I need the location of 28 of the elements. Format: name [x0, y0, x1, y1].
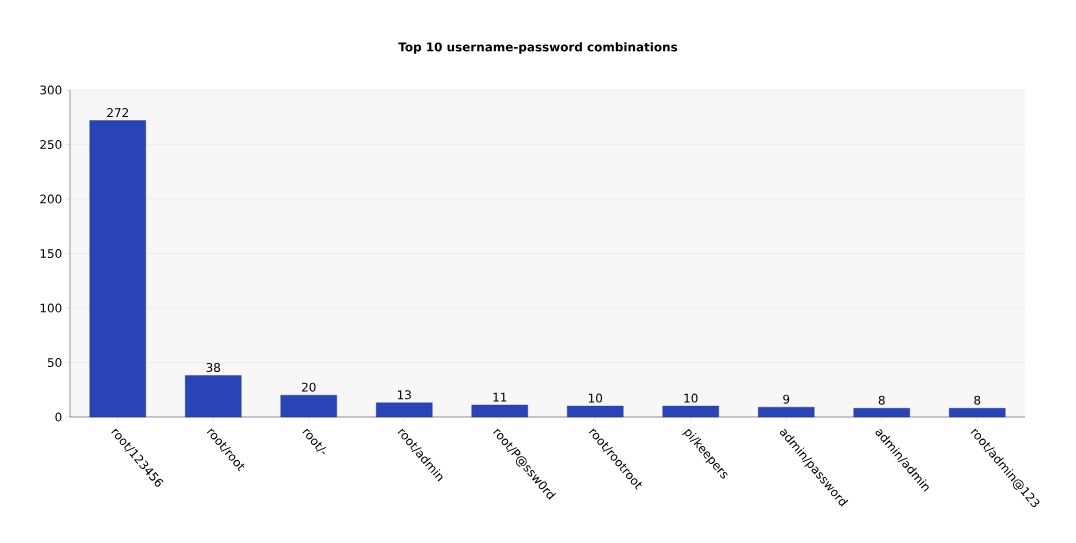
y-tick-label: 200 — [40, 194, 62, 204]
data-label: 38 — [206, 363, 221, 373]
bar — [376, 402, 433, 418]
y-tick-label: 150 — [40, 248, 62, 259]
data-label: 10 — [684, 393, 698, 403]
data-label: 20 — [302, 382, 316, 392]
chart-title: Top 10 username-password combinations — [398, 42, 678, 54]
bar — [758, 406, 815, 418]
y-tick-label: 50 — [47, 357, 62, 368]
y-tick-label: 0 — [55, 412, 62, 422]
bar — [662, 405, 719, 418]
bar — [280, 395, 337, 418]
y-tick-label: 100 — [40, 303, 62, 313]
data-label: 11 — [493, 392, 507, 402]
bar — [567, 405, 624, 418]
bar — [89, 120, 146, 418]
y-tick-label: 250 — [40, 139, 62, 150]
data-label: 9 — [783, 394, 790, 404]
bar — [949, 408, 1006, 418]
bar — [185, 375, 242, 418]
bar — [471, 404, 528, 418]
data-label: 8 — [878, 395, 885, 405]
data-label: 13 — [397, 390, 411, 400]
data-label: 8 — [974, 395, 981, 405]
data-label: 272 — [107, 108, 128, 117]
data-label: 10 — [588, 393, 603, 403]
y-tick-label: 300 — [40, 85, 62, 95]
bar — [853, 408, 910, 418]
